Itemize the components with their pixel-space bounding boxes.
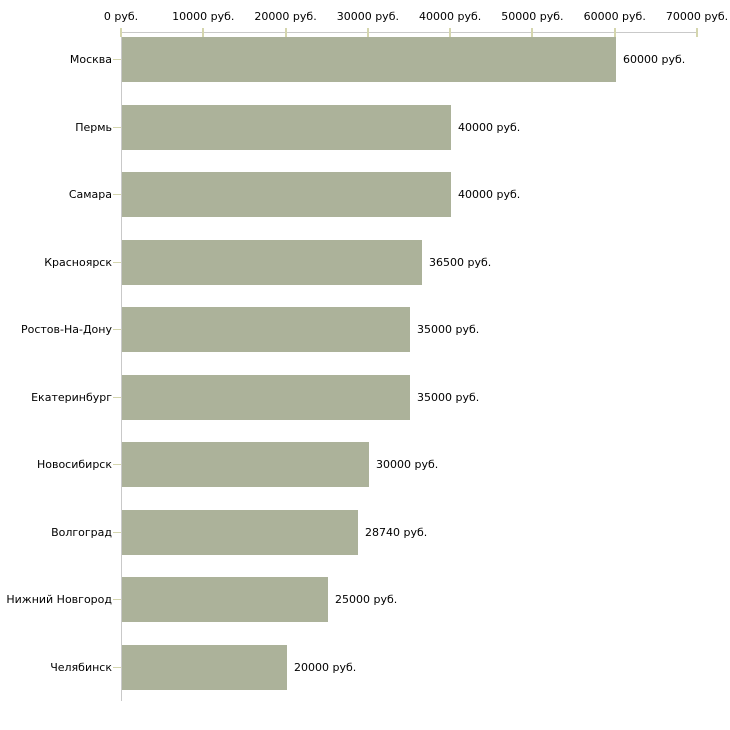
category-tick-mark bbox=[113, 126, 121, 128]
value-label: 40000 руб. bbox=[458, 188, 521, 201]
x-axis-tick-mark bbox=[366, 28, 369, 37]
category-tick-mark bbox=[113, 531, 121, 533]
bar-6 bbox=[122, 374, 410, 420]
x-axis-tick-mark bbox=[120, 28, 122, 37]
category-label: Пермь bbox=[75, 120, 112, 134]
x-axis-tick-mark bbox=[696, 28, 698, 37]
x-axis-tick-mark bbox=[531, 28, 534, 37]
value-label: 30000 руб. bbox=[376, 458, 439, 471]
category-label: Челябинск bbox=[50, 660, 112, 674]
bar-7 bbox=[122, 442, 369, 487]
x-axis-tick-label: 40000 руб. bbox=[419, 10, 482, 23]
category-tick-mark bbox=[113, 261, 121, 263]
value-label: 35000 руб. bbox=[417, 390, 480, 404]
bar-3 bbox=[122, 172, 451, 217]
x-axis-tick-mark bbox=[202, 28, 205, 37]
category-tick-mark bbox=[113, 396, 121, 398]
bar-2 bbox=[122, 104, 451, 150]
value-label: 60000 руб. bbox=[623, 53, 686, 66]
x-axis-tick-label: 0 руб. bbox=[103, 10, 139, 23]
category-label: Екатеринбург bbox=[31, 390, 112, 404]
x-axis-tick-mark bbox=[449, 28, 452, 37]
x-axis-line bbox=[121, 32, 698, 33]
x-axis-tick-label: 20000 руб. bbox=[254, 10, 317, 23]
category-label: Ростов-На-Дону bbox=[20, 323, 112, 336]
category-tick-mark bbox=[113, 599, 121, 600]
bar-9 bbox=[122, 577, 328, 622]
category-label: Нижний Новгород bbox=[6, 593, 112, 606]
bar-4 bbox=[122, 239, 422, 285]
category-tick-mark bbox=[113, 464, 121, 465]
category-label: Новосибирск bbox=[36, 458, 112, 471]
x-axis-tick-label: 30000 руб. bbox=[336, 10, 399, 23]
y-axis-line bbox=[121, 32, 122, 701]
category-tick-mark bbox=[113, 59, 121, 60]
bar-1 bbox=[122, 37, 616, 82]
bar-8 bbox=[122, 509, 358, 555]
x-axis-tick-label: 70000 руб. bbox=[665, 10, 729, 23]
category-label: Красноярск bbox=[44, 255, 112, 269]
category-tick-mark bbox=[113, 194, 121, 195]
category-tick-mark bbox=[113, 666, 121, 668]
category-label: Волгоград bbox=[51, 525, 112, 539]
x-axis-tick-label: 50000 руб. bbox=[501, 10, 564, 23]
category-label: Москва bbox=[69, 53, 112, 66]
category-label: Самара bbox=[68, 188, 112, 201]
x-axis-tick-label: 60000 руб. bbox=[583, 10, 646, 23]
value-label: 40000 руб. bbox=[458, 120, 521, 134]
value-label: 36500 руб. bbox=[429, 255, 492, 269]
value-label: 35000 руб. bbox=[417, 323, 480, 336]
bar-10 bbox=[122, 644, 287, 690]
value-label: 20000 руб. bbox=[294, 660, 357, 674]
x-axis-tick-mark bbox=[284, 28, 287, 37]
value-label: 25000 руб. bbox=[335, 593, 398, 606]
category-tick-mark bbox=[113, 329, 121, 330]
value-label: 28740 руб. bbox=[365, 525, 428, 539]
x-axis-tick-label: 10000 руб. bbox=[172, 10, 235, 23]
x-axis-tick-mark bbox=[613, 28, 616, 37]
bar-5 bbox=[122, 307, 410, 352]
